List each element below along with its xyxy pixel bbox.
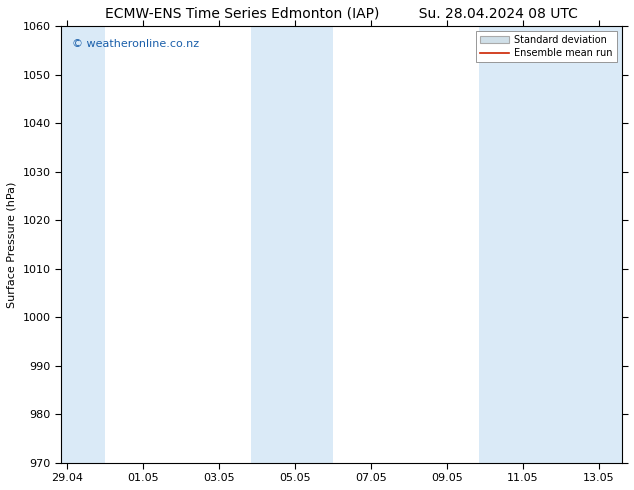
Bar: [251, 26, 333, 463]
Legend: Standard deviation, Ensemble mean run: Standard deviation, Ensemble mean run: [476, 31, 617, 62]
Text: © weatheronline.co.nz: © weatheronline.co.nz: [72, 39, 199, 49]
Title: ECMW-ENS Time Series Edmonton (IAP)         Su. 28.04.2024 08 UTC: ECMW-ENS Time Series Edmonton (IAP) Su. …: [105, 7, 578, 21]
Y-axis label: Surface Pressure (hPa): Surface Pressure (hPa): [7, 181, 17, 308]
Bar: [479, 26, 621, 463]
Bar: [61, 26, 105, 463]
